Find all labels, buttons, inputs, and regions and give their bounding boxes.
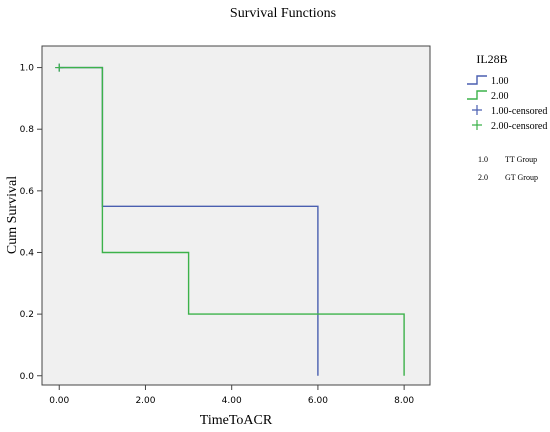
group-label-2: GT Group	[505, 173, 538, 182]
y-axis: 0.0 0.2 0.4 0.6 0.8 1.0	[20, 64, 42, 382]
x-tick-label: 2.00	[135, 396, 155, 406]
censor-marker-2	[55, 63, 64, 72]
x-axis-label: TimeToACR	[200, 413, 273, 428]
group-notes: 1.0 TT Group 2.0 GT Group	[478, 155, 538, 182]
y-axis-label: Cum Survival	[5, 176, 20, 254]
legend-swatch-1	[467, 75, 487, 85]
group-code-2: 2.0	[478, 173, 488, 182]
y-tick-label: 0.2	[20, 310, 34, 320]
y-tick-label: 0.8	[20, 125, 35, 135]
x-tick-label: 6.00	[308, 396, 328, 406]
censor-layer	[55, 63, 64, 72]
series-line-2	[59, 66, 405, 376]
x-axis: 0.00 2.00 4.00 6.00 8.00	[49, 385, 414, 406]
x-tick-label: 4.00	[222, 396, 242, 406]
plot-area	[41, 45, 431, 386]
legend-title: IL28B	[476, 52, 507, 66]
series-layer	[59, 66, 405, 376]
group-label-1: TT Group	[505, 155, 537, 164]
legend-censor-swatch-1	[472, 105, 482, 115]
y-tick-label: 0.4	[20, 248, 35, 258]
legend-censor-label-1: 1.00-censored	[491, 106, 547, 117]
legend-swatch-2	[467, 90, 487, 100]
y-tick-label: 1.0	[20, 64, 35, 74]
x-tick-label: 0.00	[49, 396, 69, 406]
legend-censor-label-2: 2.00-censored	[491, 121, 547, 132]
legend-label-1: 1.00	[491, 76, 509, 87]
y-tick-label: 0.6	[20, 187, 35, 197]
x-tick-label: 8.00	[394, 396, 414, 406]
chart-title: Survival Functions	[230, 6, 336, 21]
legend-label-2: 2.00	[491, 91, 509, 102]
group-code-1: 1.0	[478, 155, 488, 164]
legend: IL28B 1.00 2.00 1.00-censored 2.00-censored	[467, 52, 547, 132]
y-tick-label: 0.0	[20, 372, 35, 382]
legend-censor-swatch-2	[472, 120, 482, 130]
